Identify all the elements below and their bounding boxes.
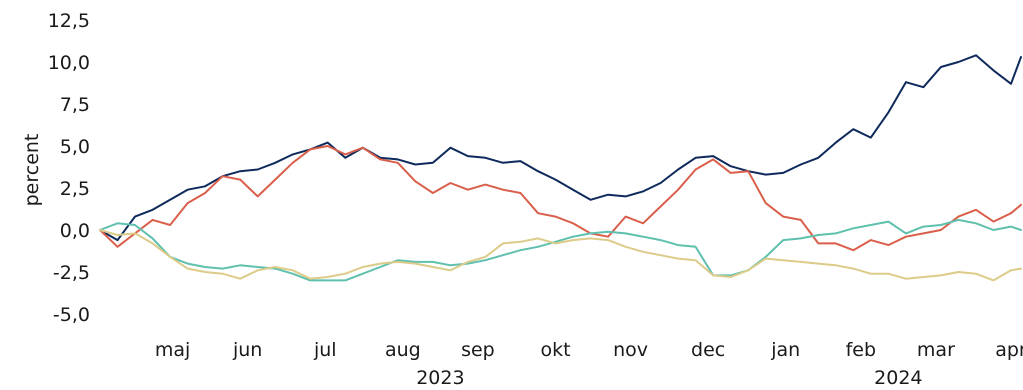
x-tick-label: aug	[385, 339, 421, 361]
x-tick-label: feb	[846, 339, 876, 361]
y-axis-title: percent	[21, 134, 43, 207]
y-axis-ticks: 12,5 10,0 7,5 5,0 2,5 0,0 -2,5 -5,0	[48, 10, 90, 326]
x-year-label: 2023	[416, 367, 464, 389]
y-tick-label: 5,0	[60, 136, 90, 158]
y-tick-label: 0,0	[60, 220, 90, 242]
series-group	[99, 54, 1022, 282]
x-tick-label: jun	[232, 339, 262, 361]
y-tick-label: 7,5	[60, 94, 90, 116]
x-tick-label: sep	[461, 339, 495, 361]
x-tick-label: apr	[995, 339, 1023, 361]
series-line-1	[99, 54, 1022, 242]
y-tick-label: -5,0	[53, 304, 90, 326]
x-tick-label: jul	[313, 339, 337, 361]
x-tick-label: mar	[917, 339, 955, 361]
x-tick-label: okt	[540, 339, 570, 361]
series-line-4	[99, 229, 1022, 282]
y-tick-label: -2,5	[53, 262, 90, 284]
x-year-label: 2024	[874, 367, 922, 389]
series-line-2	[99, 145, 1022, 252]
y-tick-label: 12,5	[48, 10, 90, 32]
x-tick-label: maj	[155, 339, 190, 361]
x-axis-year-labels: 2023 2024	[416, 367, 922, 389]
y-tick-label: 2,5	[60, 178, 90, 200]
x-tick-label: nov	[613, 339, 648, 361]
x-axis-ticks: maj jun jul aug sep okt nov dec jan feb mar apr	[155, 339, 1023, 361]
x-tick-label: jan	[770, 339, 800, 361]
y-tick-label: 10,0	[48, 52, 90, 74]
series-line-3	[99, 218, 1022, 282]
x-tick-label: dec	[691, 339, 725, 361]
